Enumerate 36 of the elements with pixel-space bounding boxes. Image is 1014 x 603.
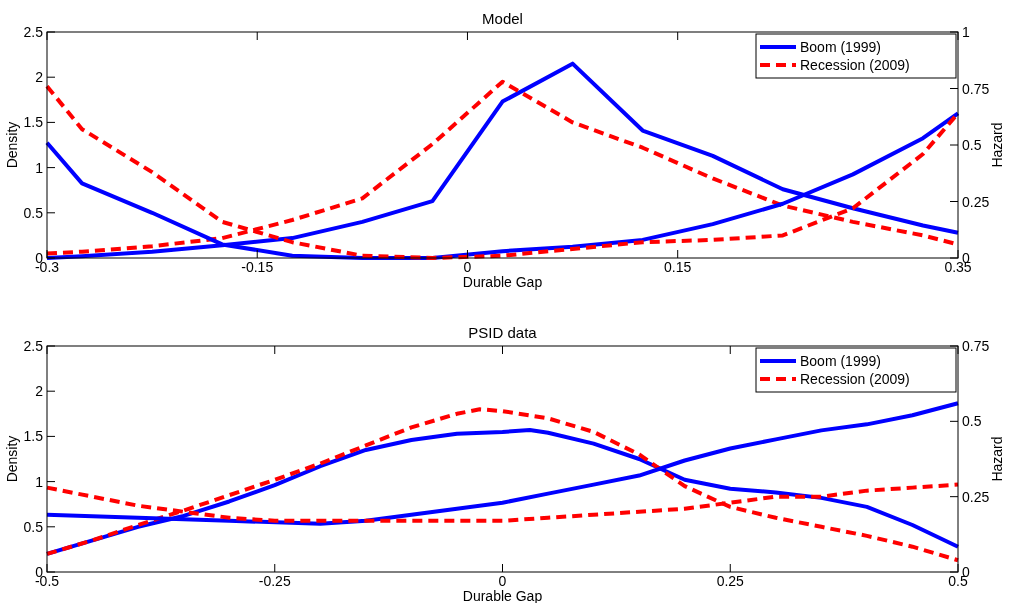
legend-label: Boom (1999) (800, 353, 881, 369)
x-tick-label: -0.25 (258, 573, 291, 589)
line-series (45, 407, 960, 563)
chart-title: Model (482, 10, 523, 27)
y-axis-title: Density (4, 435, 20, 483)
y2-axis-title: Hazard (989, 436, 1005, 482)
y-tick-label: 1.5 (23, 114, 44, 131)
x-tick-label: 0 (463, 259, 472, 275)
y2-tick-label: 0.75 (962, 80, 990, 97)
y-tick-label: 2 (35, 69, 44, 86)
y2-tick-label: 1 (962, 24, 970, 40)
x-tick-label: 0 (498, 573, 507, 589)
y-tick-label: 1 (35, 159, 44, 176)
y-tick-label: 2.5 (23, 24, 44, 40)
legend-label: Boom (1999) (800, 39, 881, 55)
y2-tick-label: 0.5 (962, 413, 982, 430)
y-tick-label: 2 (35, 383, 44, 400)
y2-tick-label: 0.25 (962, 488, 990, 505)
y-tick-label: 2.5 (23, 338, 44, 354)
y-tick-label: 0.5 (23, 204, 44, 221)
legend-label: Recession (2009) (800, 57, 910, 73)
chart-title: PSID data (468, 324, 538, 341)
y-tick-label: 1 (35, 473, 44, 490)
x-axis-title: Durable Gap (462, 274, 543, 290)
x-tick-label: 0.15 (664, 259, 692, 275)
y2-tick-label: 0.5 (962, 137, 982, 153)
y-tick-label: 0.5 (23, 518, 44, 535)
y-axis-title: Density (4, 121, 20, 169)
legend-label: Recession (2009) (800, 371, 910, 387)
x-tick-label: 0.25 (716, 573, 745, 589)
y-tick-label: 1.5 (23, 428, 44, 445)
y2-tick-label: 0.75 (962, 338, 990, 354)
x-tick-label: -0.15 (241, 259, 274, 275)
y2-tick-label: 0.25 (962, 193, 990, 210)
x-axis-title: Durable Gap (462, 588, 543, 603)
y2-axis-title: Hazard (989, 122, 1005, 168)
